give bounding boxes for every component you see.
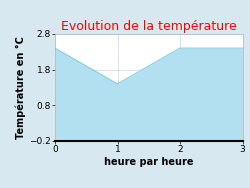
Y-axis label: Température en °C: Température en °C bbox=[16, 36, 26, 139]
Title: Evolution de la température: Evolution de la température bbox=[61, 20, 236, 33]
X-axis label: heure par heure: heure par heure bbox=[104, 157, 194, 167]
